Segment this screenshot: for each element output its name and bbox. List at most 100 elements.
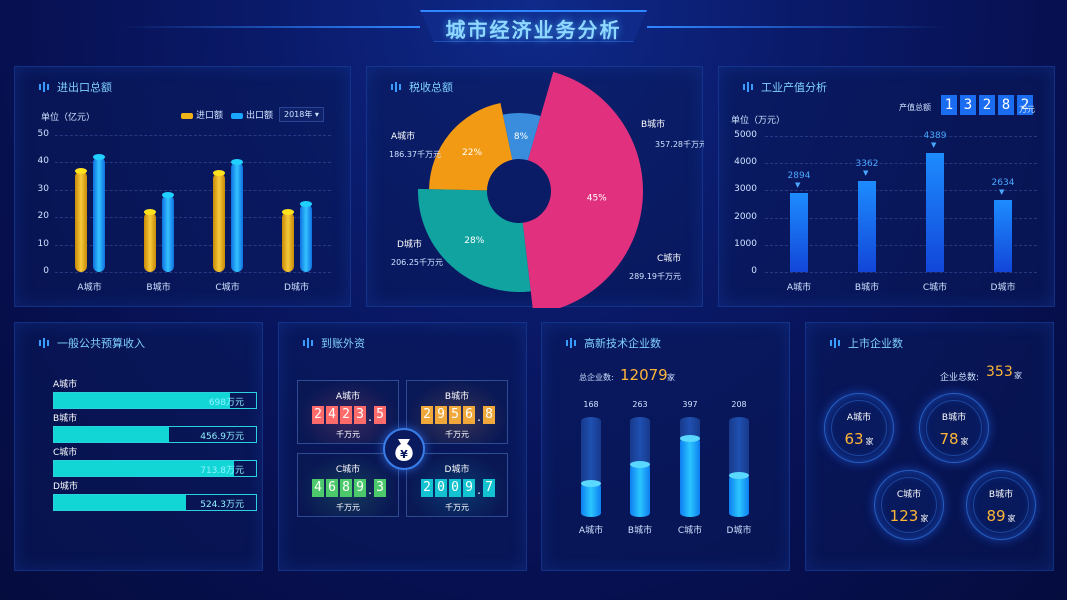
listed-city-label: C城市 bbox=[896, 490, 922, 500]
tax-slice bbox=[502, 113, 541, 161]
chevron-down-icon: ▾ bbox=[314, 110, 319, 119]
x-tick-label: D城市 bbox=[284, 283, 309, 293]
legend-export-label: 出口额 bbox=[246, 111, 274, 121]
y-tick-label: 20 bbox=[37, 211, 49, 222]
gridline bbox=[765, 163, 1037, 165]
tax-amount-label: 357.28千万元 bbox=[655, 139, 704, 149]
tax-slice-percent: 22% bbox=[462, 148, 482, 158]
listed-title-text: 上市企业数 bbox=[848, 337, 903, 350]
y-tick-label: 0 bbox=[751, 266, 757, 276]
import-bar bbox=[212, 173, 225, 272]
listed-total-value: 353 bbox=[986, 364, 1013, 380]
foreign-panel: 到账外资 A城市 2 4 2 3. 5 千万元 B城市 2 9 5 6. 8 千万元 C城市 4 6 8 9. 3 千万… bbox=[278, 322, 527, 571]
yen-icon: ¥ bbox=[400, 448, 408, 461]
gridline bbox=[765, 217, 1037, 219]
bar-cap bbox=[299, 200, 312, 207]
export-bar bbox=[230, 162, 243, 272]
y-tick-label: 5000 bbox=[734, 130, 757, 140]
hightech-value-label: 168 bbox=[583, 400, 599, 409]
foreign-digit: 2 bbox=[421, 406, 433, 424]
listed-title: 上市企业数 bbox=[830, 335, 903, 351]
foreign-digit: 2 bbox=[340, 406, 352, 424]
budget-bar-fill bbox=[54, 461, 235, 476]
gridline bbox=[55, 135, 331, 136]
tax-city-label: A城市 bbox=[391, 130, 415, 142]
budget-bar: 524.3万元 bbox=[53, 494, 257, 511]
hightech-fill bbox=[729, 475, 749, 517]
tax-slice-percent: 28% bbox=[464, 236, 484, 246]
foreign-card: B城市 2 9 5 6. 8 千万元 bbox=[406, 380, 508, 444]
listed-unit: 家 bbox=[960, 437, 969, 446]
y-tick-label: 0 bbox=[43, 266, 49, 276]
foreign-title-text: 到账外资 bbox=[321, 337, 365, 350]
y-tick-label: 10 bbox=[37, 238, 49, 249]
budget-city-label: A城市 bbox=[53, 380, 78, 390]
page-title: 城市经济业务分析 bbox=[445, 18, 622, 42]
circle-ring bbox=[973, 477, 1029, 533]
import-export-unit: 单位（亿元） bbox=[41, 113, 96, 123]
y-tick-label: 50 bbox=[37, 129, 49, 139]
foreign-digit: 4 bbox=[312, 479, 324, 497]
hightech-fill bbox=[680, 437, 700, 517]
budget-value-label: 698万元 bbox=[208, 398, 244, 408]
arrow-down-icon: ▼ bbox=[863, 168, 869, 177]
foreign-digit: 8 bbox=[483, 406, 495, 424]
hightech-value-label: 397 bbox=[682, 400, 698, 409]
legend-export: 出口额 bbox=[231, 108, 273, 121]
foreign-digit: 3 bbox=[354, 406, 366, 424]
x-tick-label: B城市 bbox=[627, 526, 653, 536]
import-bar bbox=[281, 211, 294, 272]
x-tick-label: C城市 bbox=[677, 526, 703, 536]
foreign-digit: 3 bbox=[374, 479, 386, 497]
foreign-digit: 8 bbox=[340, 479, 352, 497]
listed-circle: B城市 89 家 bbox=[966, 470, 1036, 540]
hightech-title: 高新技术企业数 bbox=[566, 335, 661, 351]
arrow-down-icon: ▼ bbox=[795, 181, 801, 190]
tax-title-text: 税收总额 bbox=[409, 81, 453, 94]
x-tick-label: A城市 bbox=[578, 526, 604, 536]
listed-value: 89 家 bbox=[986, 507, 1016, 525]
hightech-fill-cap bbox=[581, 480, 601, 488]
digit-decimal-point: . bbox=[368, 410, 372, 424]
industry-value-label: 4389 bbox=[923, 130, 947, 141]
import-bar bbox=[143, 211, 156, 272]
year-select[interactable]: 2018年 ▾ bbox=[279, 107, 324, 122]
hightech-title-text: 高新技术企业数 bbox=[584, 337, 661, 350]
foreign-unit: 千万元 bbox=[336, 503, 360, 512]
tax-slice-percent: 8% bbox=[514, 132, 529, 142]
bar-cap bbox=[281, 208, 294, 215]
gridline bbox=[765, 190, 1037, 192]
industry-total-digit: 8 bbox=[998, 95, 1014, 115]
foreign-city-label: D城市 bbox=[444, 465, 470, 475]
x-tick-label: C城市 bbox=[922, 283, 948, 293]
foreign-card: A城市 2 4 2 3. 5 千万元 bbox=[297, 380, 399, 444]
gridline bbox=[55, 189, 331, 191]
foreign-title: 到账外资 bbox=[303, 335, 365, 351]
bar-cap bbox=[161, 192, 174, 199]
foreign-digit: 0 bbox=[435, 479, 447, 497]
header-line-right bbox=[647, 26, 947, 28]
budget-value-label: 456.9万元 bbox=[200, 432, 244, 442]
x-tick-label: A城市 bbox=[786, 283, 812, 293]
y-tick-label: 30 bbox=[37, 183, 49, 194]
x-tick-label: A城市 bbox=[77, 283, 102, 293]
budget-value-label: 713.8万元 bbox=[200, 466, 244, 476]
digit-decimal-point: . bbox=[477, 483, 481, 497]
hightech-total-value: 12079 bbox=[620, 366, 668, 384]
export-bar bbox=[92, 156, 105, 272]
industry-total-digit: 2 bbox=[1017, 95, 1033, 115]
hightech-fill-cap bbox=[680, 434, 700, 442]
industry-bar bbox=[790, 193, 808, 272]
arrow-down-icon: ▼ bbox=[931, 140, 937, 149]
bar-cap bbox=[74, 167, 87, 174]
y-tick-label: 3000 bbox=[734, 184, 757, 195]
hightech-value-label: 263 bbox=[632, 400, 648, 409]
hightech-fill-cap bbox=[729, 472, 749, 480]
title-bars-icon bbox=[830, 338, 840, 348]
bar-cap bbox=[92, 153, 105, 160]
budget-title: 一般公共预算收入 bbox=[39, 335, 145, 351]
bar-cap bbox=[212, 170, 225, 177]
